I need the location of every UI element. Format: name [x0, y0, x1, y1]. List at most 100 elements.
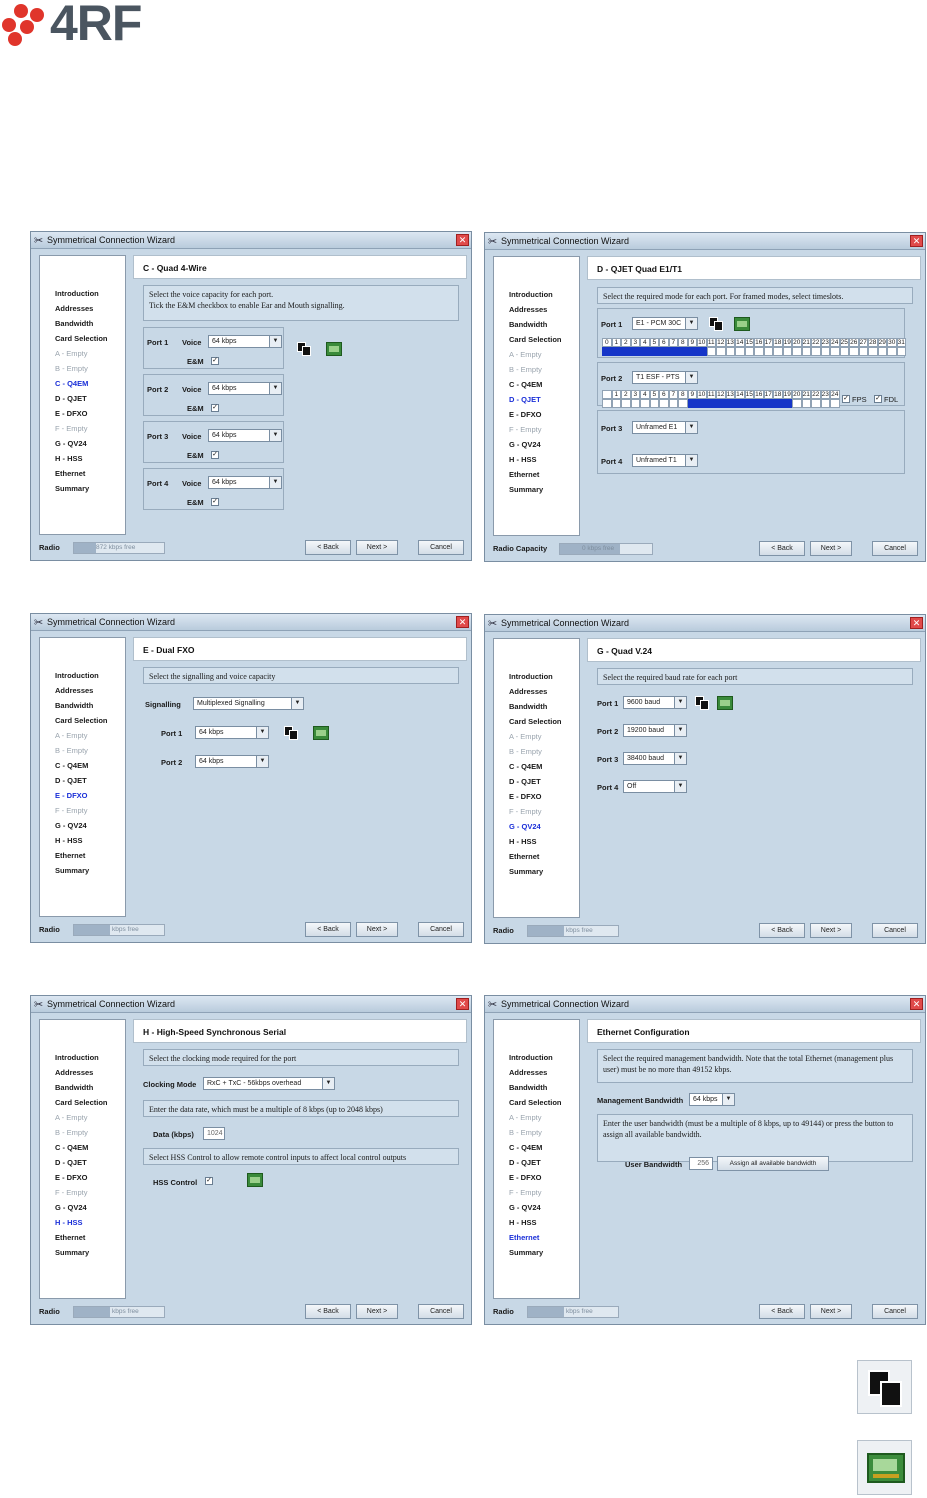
em-checkbox[interactable]: ✓	[211, 498, 219, 506]
close-icon[interactable]: ✕	[910, 235, 923, 247]
nav-item[interactable]: A - Empty	[509, 1113, 542, 1122]
timeslot-marker[interactable]	[811, 347, 821, 356]
back-button[interactable]: < Back	[759, 923, 805, 938]
timeslot-cell[interactable]: 27	[858, 338, 868, 347]
timeslot-marker[interactable]	[687, 399, 697, 408]
timeslot-cell[interactable]: 23	[820, 390, 830, 399]
timeslot-marker[interactable]	[735, 347, 745, 356]
timeslot-cell[interactable]: 24	[830, 338, 840, 347]
nav-item[interactable]: Ethernet	[55, 851, 86, 860]
timeslot-cell[interactable]: 24	[830, 390, 840, 399]
timeslot-marker[interactable]	[668, 347, 678, 356]
nav-item[interactable]: A - Empty	[55, 349, 88, 358]
timeslot-marker[interactable]	[830, 347, 840, 356]
timeslot-marker[interactable]	[773, 347, 783, 356]
nav-item[interactable]: Addresses	[55, 304, 94, 313]
nav-item[interactable]: C - Q4EM	[509, 762, 543, 771]
cancel-button[interactable]: Cancel	[872, 1304, 918, 1319]
nav-item[interactable]: Summary	[509, 1248, 544, 1257]
timeslot-marker[interactable]	[763, 347, 773, 356]
timeslot-cell[interactable]: 8	[678, 338, 688, 347]
nav-item[interactable]: A - Empty	[55, 731, 88, 740]
timeslot-marker[interactable]	[716, 347, 726, 356]
next-button[interactable]: Next >	[356, 1304, 398, 1319]
nav-item[interactable]: C - Q4EM	[55, 761, 89, 770]
nav-item[interactable]: F - Empty	[55, 806, 88, 815]
nav-item[interactable]: Introduction	[55, 671, 99, 680]
timeslot-cell[interactable]: 2	[621, 390, 631, 399]
nav-item[interactable]: B - Empty	[55, 1128, 88, 1137]
nav-item[interactable]: H - HSS	[509, 837, 537, 846]
nav-item[interactable]: Card Selection	[55, 334, 108, 343]
timeslot-marker[interactable]	[621, 347, 631, 356]
nav-item[interactable]: A - Empty	[509, 350, 542, 359]
nav-item[interactable]: Introduction	[55, 289, 99, 298]
timeslot-cell[interactable]: 20	[792, 390, 802, 399]
nav-item[interactable]: B - Empty	[509, 365, 542, 374]
timeslot-marker[interactable]	[782, 347, 792, 356]
clocking-mode-select[interactable]: RxC + TxC - 56kbps overhead ▼	[203, 1077, 335, 1090]
timeslot-cell[interactable]: 3	[630, 390, 640, 399]
nav-item[interactable]: F - Empty	[509, 1188, 542, 1197]
timeslot-cell[interactable]: 18	[773, 390, 783, 399]
nav-item[interactable]: Ethernet	[509, 852, 540, 861]
timeslot-cell[interactable]: 19	[782, 338, 792, 347]
timeslot-cell[interactable]: 10	[697, 338, 707, 347]
baud-select[interactable]: Off ▼	[623, 780, 687, 793]
card-icon[interactable]	[313, 726, 329, 740]
timeslot-cell[interactable]: 16	[754, 390, 764, 399]
nav-item[interactable]: F - Empty	[509, 425, 542, 434]
nav-item[interactable]: E - DFXO	[509, 410, 542, 419]
copy-icon[interactable]	[708, 316, 724, 332]
timeslot-cell[interactable]: 12	[716, 390, 726, 399]
nav-item[interactable]: D - QJET	[509, 777, 541, 786]
timeslot-marker[interactable]	[725, 399, 735, 408]
nav-item[interactable]: Ethernet	[55, 469, 86, 478]
nav-item[interactable]: H - HSS	[55, 836, 83, 845]
timeslot-cell[interactable]: 19	[782, 390, 792, 399]
nav-item[interactable]: Bandwidth	[55, 701, 94, 710]
nav-item[interactable]: E - DFXO	[509, 1173, 542, 1182]
voice-select[interactable]: 64 kbps ▼	[208, 476, 282, 489]
timeslot-cell[interactable]: 18	[773, 338, 783, 347]
timeslot-cell[interactable]: 26	[849, 338, 859, 347]
nav-item-active[interactable]: H - HSS	[55, 1218, 83, 1227]
nav-item[interactable]: Bandwidth	[509, 702, 548, 711]
voice-select[interactable]: 64 kbps ▼	[208, 335, 282, 348]
timeslot-marker[interactable]	[725, 347, 735, 356]
timeslot-cell[interactable]: 3	[630, 338, 640, 347]
em-checkbox[interactable]: ✓	[211, 451, 219, 459]
nav-item[interactable]: Summary	[509, 867, 544, 876]
nav-item-active[interactable]: E - DFXO	[55, 791, 88, 800]
nav-item-active[interactable]: D - QJET	[509, 395, 541, 404]
timeslot-marker[interactable]	[820, 347, 830, 356]
nav-item[interactable]: G - QV24	[509, 440, 541, 449]
timeslot-marker[interactable]	[678, 399, 688, 408]
nav-item[interactable]: C - Q4EM	[509, 1143, 543, 1152]
timeslot-cell[interactable]: 20	[792, 338, 802, 347]
em-checkbox[interactable]: ✓	[211, 357, 219, 365]
nav-item[interactable]: A - Empty	[55, 1113, 88, 1122]
timeslot-cell[interactable]: 17	[763, 390, 773, 399]
timeslot-marker[interactable]	[792, 347, 802, 356]
timeslot-marker[interactable]	[858, 347, 868, 356]
timeslot-marker[interactable]	[697, 347, 707, 356]
back-button[interactable]: < Back	[759, 541, 805, 556]
nav-item[interactable]: H - HSS	[509, 1218, 537, 1227]
timeslot-cell[interactable]: 1	[611, 338, 621, 347]
nav-item[interactable]: Addresses	[55, 686, 94, 695]
timeslot-cell[interactable]	[602, 390, 612, 399]
nav-item[interactable]: Ethernet	[509, 470, 540, 479]
nav-item[interactable]: Card Selection	[55, 1098, 108, 1107]
timeslot-cell[interactable]: 23	[820, 338, 830, 347]
timeslot-marker[interactable]	[773, 399, 783, 408]
nav-item[interactable]: Bandwidth	[55, 1083, 94, 1092]
cancel-button[interactable]: Cancel	[418, 922, 464, 937]
mode-select[interactable]: E1 - PCM 30C ▼	[632, 317, 698, 330]
back-button[interactable]: < Back	[305, 1304, 351, 1319]
next-button[interactable]: Next >	[810, 541, 852, 556]
nav-item[interactable]: D - QJET	[55, 776, 87, 785]
timeslot-marker[interactable]	[678, 347, 688, 356]
nav-item[interactable]: H - HSS	[55, 454, 83, 463]
nav-item[interactable]: Summary	[55, 866, 90, 875]
